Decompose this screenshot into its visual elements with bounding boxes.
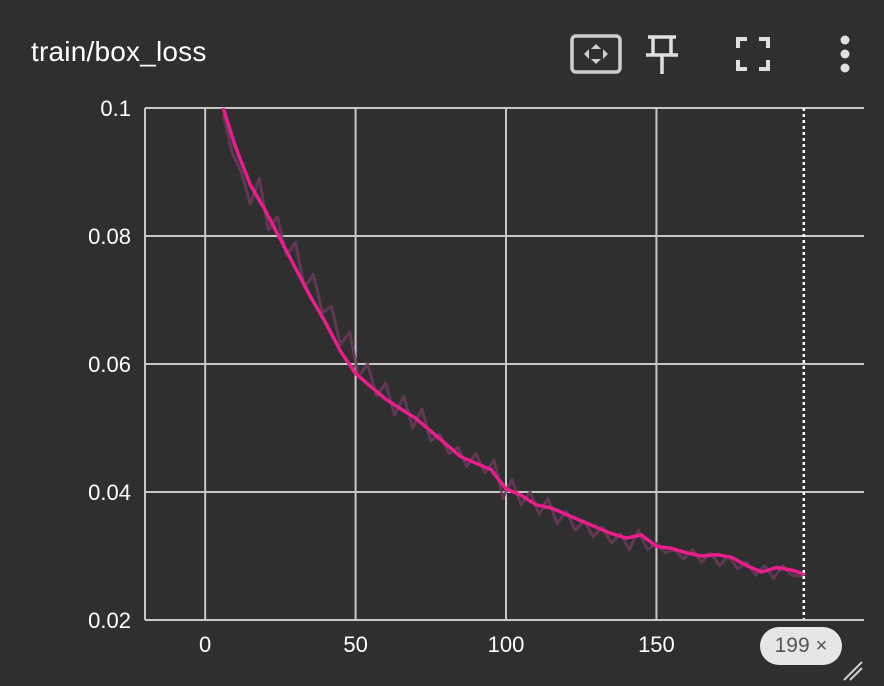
raw-series	[221, 114, 804, 580]
x-tick-label: 50	[343, 632, 367, 657]
raw-series-line	[221, 114, 804, 580]
pin-button[interactable]	[636, 30, 688, 78]
y-tick-label: 0.02	[88, 608, 131, 633]
resize-handle-icon[interactable]	[842, 660, 864, 682]
step-badge[interactable]: 199 ×	[760, 627, 842, 665]
y-tick-label: 0.08	[88, 224, 131, 249]
y-tick-label: 0.1	[100, 96, 131, 121]
more-vert-icon	[840, 35, 850, 73]
fit-domain-button[interactable]	[570, 30, 622, 78]
chart-title: train/box_loss	[31, 36, 207, 67]
x-tick-label: 150	[638, 632, 675, 657]
grid-lines	[145, 107, 864, 621]
fullscreen-button[interactable]	[727, 30, 779, 78]
x-tick-label: 0	[199, 632, 211, 657]
y-tick-label: 0.04	[88, 480, 131, 505]
y-tick-label: 0.06	[88, 352, 131, 377]
step-badge-label: 199	[774, 634, 810, 657]
x-axis-tick-labels: 0 50 100 150	[199, 632, 675, 657]
fullscreen-icon	[736, 37, 770, 71]
y-axis-tick-labels: 0.02 0.04 0.06 0.08 0.1	[88, 96, 131, 633]
fit-domain-icon	[570, 34, 622, 74]
more-options-button[interactable]	[819, 30, 871, 78]
x-tick-label: 100	[488, 632, 525, 657]
axes	[144, 108, 864, 621]
close-icon[interactable]: ×	[815, 634, 828, 657]
pin-icon	[646, 35, 678, 74]
smoothed-series-line	[221, 108, 806, 576]
smoothed-series	[221, 108, 806, 576]
